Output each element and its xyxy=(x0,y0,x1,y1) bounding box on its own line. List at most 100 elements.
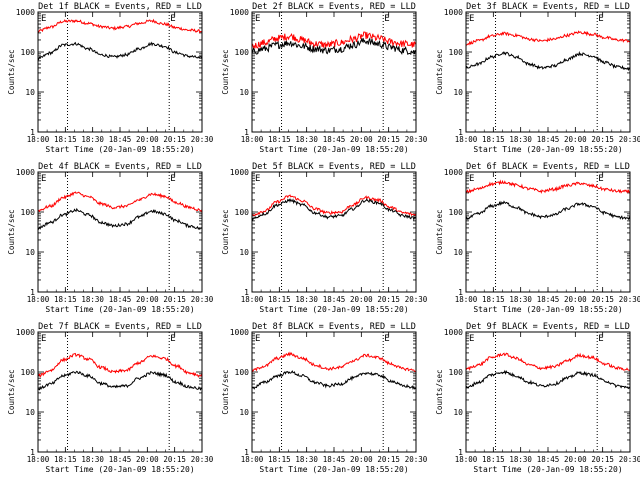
x-tick-label: 20:00 xyxy=(564,455,587,464)
y-axis-label: Counts/sec xyxy=(7,49,16,94)
chart-panel-9: Det 9f BLACK = Events, RED = LLD E E 1 10 100… xyxy=(435,322,640,474)
x-tick-label: 18:00 xyxy=(455,455,478,464)
x-tick-label: 20:00 xyxy=(350,295,373,304)
x-tick-label: 18:45 xyxy=(537,295,560,304)
y-tick-label: 10 xyxy=(453,248,463,257)
events-series-line xyxy=(252,371,416,389)
x-tick-label: 18:30 xyxy=(295,455,318,464)
x-tick-label: 18:30 xyxy=(81,455,104,464)
x-tick-label: 20:15 xyxy=(377,295,400,304)
x-tick-label: 18:30 xyxy=(81,295,104,304)
x-tick-label: 20:30 xyxy=(405,455,428,464)
x-tick-label: 18:45 xyxy=(323,295,346,304)
plot-frame xyxy=(38,332,202,452)
plot-frame xyxy=(252,12,416,132)
event-marker-label: E xyxy=(41,174,46,184)
event-marker-label: E xyxy=(255,14,260,24)
lld-series-line xyxy=(38,354,202,378)
y-axis-label: Counts/sec xyxy=(221,209,230,254)
x-tick-label: 18:30 xyxy=(509,135,532,144)
chart-title: Det 6f BLACK = Events, RED = LLD xyxy=(466,162,630,172)
lld-series-line xyxy=(38,20,202,33)
x-tick-label: 20:30 xyxy=(405,135,428,144)
x-tick-label: 18:45 xyxy=(537,135,560,144)
x-axis-label: Start Time (20-Jan-09 18:55:20) xyxy=(473,465,622,474)
x-tick-label: 20:30 xyxy=(191,135,214,144)
event-marker-label: E xyxy=(255,174,260,184)
x-axis-label: Start Time (20-Jan-09 18:55:20) xyxy=(259,465,408,474)
y-tick-label: 100 xyxy=(449,368,464,377)
y-tick-label: 10 xyxy=(25,88,35,97)
y-tick-label: 10 xyxy=(239,88,249,97)
y-tick-label: 100 xyxy=(21,48,36,57)
x-tick-label: 18:30 xyxy=(295,295,318,304)
y-axis-label: Counts/sec xyxy=(7,369,16,414)
y-tick-label: 10 xyxy=(453,408,463,417)
chart-title: Det 7f BLACK = Events, RED = LLD xyxy=(38,322,202,332)
y-tick-label: 10 xyxy=(453,88,463,97)
y-tick-label: 10 xyxy=(239,248,249,257)
chart-panel-6: Det 6f BLACK = Events, RED = LLDE E110100… xyxy=(435,162,640,314)
x-tick-label: 20:30 xyxy=(191,295,214,304)
x-tick-label: 20:15 xyxy=(163,135,186,144)
x-tick-label: 18:45 xyxy=(109,135,132,144)
event-marker-label: E xyxy=(469,14,474,24)
x-tick-label: 18:00 xyxy=(27,135,50,144)
x-tick-label: 20:00 xyxy=(564,295,587,304)
y-tick-label: 100 xyxy=(21,208,36,217)
chart-panel-8: Det 8f BLACK = Events, RED = LLD E E 1 10 100… xyxy=(221,322,428,474)
x-tick-label: 20:15 xyxy=(591,455,614,464)
x-tick-label: 18:15 xyxy=(54,295,77,304)
plot-frame xyxy=(252,172,416,292)
chart-panel-3: Det 3f BLACK = Events, RED = LLD E E 1 10 100… xyxy=(435,2,640,154)
y-tick-label: 100 xyxy=(21,368,36,377)
x-tick-label: 18:15 xyxy=(268,135,291,144)
y-axis-label: Counts/sec xyxy=(435,369,444,414)
events-series-line xyxy=(466,52,630,70)
events-series-line xyxy=(38,43,202,60)
x-tick-label: 18:30 xyxy=(509,295,532,304)
events-series-line xyxy=(38,209,202,229)
y-tick-label: 10 xyxy=(25,248,35,257)
y-axis-label: Counts/sec xyxy=(435,49,444,94)
y-tick-label: 1000 xyxy=(444,328,463,337)
event-marker-label: E xyxy=(41,334,46,344)
x-tick-label: 20:00 xyxy=(136,455,159,464)
events-series-line xyxy=(466,371,630,389)
x-axis-label: Start Time (20-Jan-09 18:55:20) xyxy=(259,305,408,314)
x-tick-label: 20:30 xyxy=(405,295,428,304)
events-series-line xyxy=(466,202,630,221)
x-tick-label: 18:15 xyxy=(268,455,291,464)
chart-title: Det 8f BLACK = Events, RED = LLD xyxy=(252,322,416,332)
x-tick-label: 20:15 xyxy=(377,455,400,464)
chart-panel-4: Det 4f BLACK = Events, RED = LLD E E 1 10 100… xyxy=(7,162,214,314)
chart-panel-7: Det 7f BLACK = Events, RED = LLD E E 1 10 100… xyxy=(7,322,214,474)
x-tick-label: 20:00 xyxy=(350,455,373,464)
y-tick-label: 10 xyxy=(25,408,35,417)
x-tick-label: 18:45 xyxy=(323,135,346,144)
events-series-line xyxy=(38,371,202,389)
x-tick-label: 20:30 xyxy=(619,135,640,144)
chart-title: Det 3f BLACK = Events, RED = LLD xyxy=(466,2,630,12)
x-tick-label: 18:15 xyxy=(268,295,291,304)
y-tick-label: 1000 xyxy=(230,328,249,337)
x-tick-label: 18:45 xyxy=(537,455,560,464)
y-tick-label: 1000 xyxy=(16,8,35,17)
lld-series-line xyxy=(466,181,630,193)
x-tick-label: 18:00 xyxy=(455,135,478,144)
x-axis-label: Start Time (20-Jan-09 18:55:20) xyxy=(259,145,408,154)
chart-panel-2: Det 2f BLACK = Events, RED = LLD E E 1 10 100… xyxy=(221,2,428,154)
y-tick-label: 100 xyxy=(235,368,250,377)
y-tick-label: 1000 xyxy=(16,168,35,177)
event-marker-label: E xyxy=(255,334,260,344)
x-tick-label: 18:00 xyxy=(27,455,50,464)
y-axis-label: Counts/sec xyxy=(221,49,230,94)
y-tick-label: 100 xyxy=(449,48,464,57)
x-axis-label: Start Time (20-Jan-09 18:55:20) xyxy=(45,305,194,314)
x-tick-label: 18:45 xyxy=(323,455,346,464)
x-tick-label: 20:00 xyxy=(136,295,159,304)
y-tick-label: 1000 xyxy=(444,168,463,177)
x-tick-label: 20:15 xyxy=(591,295,614,304)
plot-frame xyxy=(38,172,202,292)
